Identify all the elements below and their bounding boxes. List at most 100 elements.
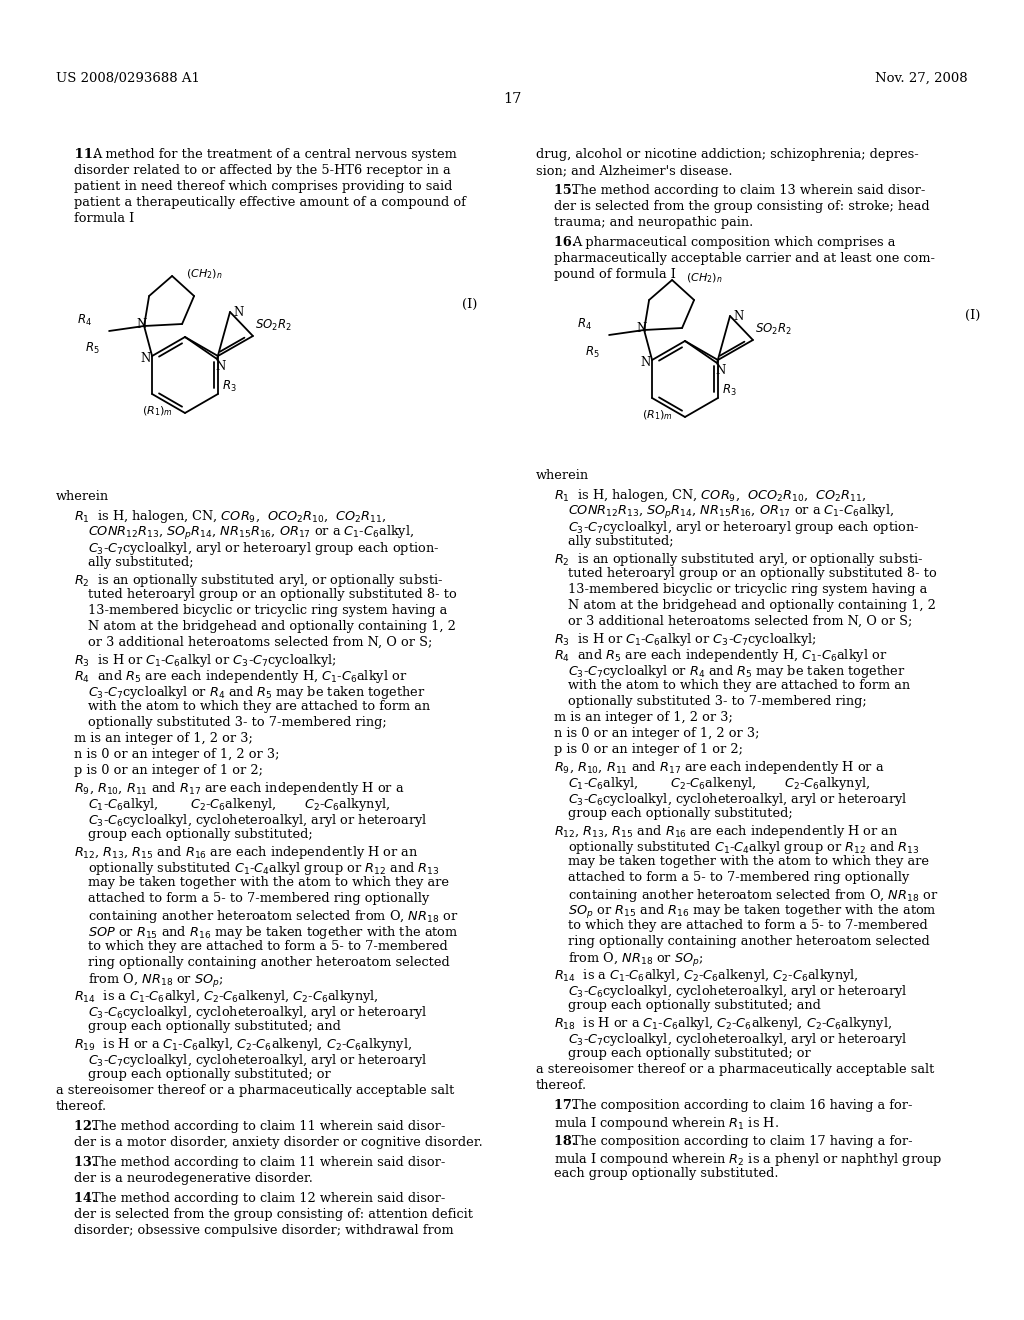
Text: 15.: 15. [536,183,577,197]
Text: der is selected from the group consisting of: attention deficit: der is selected from the group consistin… [74,1208,473,1221]
Text: attached to form a 5- to 7-membered ring optionally: attached to form a 5- to 7-membered ring… [568,871,909,884]
Text: $R_3$  is H or $C_1$-$C_6$alkyl or $C_3$-$C_7$cycloalkyl;: $R_3$ is H or $C_1$-$C_6$alkyl or $C_3$-… [554,631,817,648]
Text: $(R_1)_m$: $(R_1)_m$ [642,408,673,421]
Text: der is a neurodegenerative disorder.: der is a neurodegenerative disorder. [74,1172,313,1185]
Text: $R_5$: $R_5$ [85,341,99,356]
Text: ring optionally containing another heteroatom selected: ring optionally containing another heter… [88,956,450,969]
Text: $C_3$-$C_7$cycloalkyl, cycloheteroalkyl, aryl or heteroaryl: $C_3$-$C_7$cycloalkyl, cycloheteroalkyl,… [568,1031,907,1048]
Text: p is 0 or an integer of 1 or 2;: p is 0 or an integer of 1 or 2; [554,743,742,756]
Text: optionally substituted $C_1$-$C_4$alkyl group or $R_{12}$ and $R_{13}$: optionally substituted $C_1$-$C_4$alkyl … [568,840,920,855]
Text: n is 0 or an integer of 1, 2 or 3;: n is 0 or an integer of 1, 2 or 3; [554,727,760,741]
Text: from O, $NR_{18}$ or $SO_p$;: from O, $NR_{18}$ or $SO_p$; [88,972,223,990]
Text: $R_2$  is an optionally substituted aryl, or optionally substi-: $R_2$ is an optionally substituted aryl,… [554,550,924,568]
Text: $R_1$  is H, halogen, CN, $COR_9$,  $OCO_2R_{10}$,  $CO_2R_{11}$,: $R_1$ is H, halogen, CN, $COR_9$, $OCO_2… [74,508,387,525]
Text: The method according to claim 13 wherein said disor-: The method according to claim 13 wherein… [572,183,926,197]
Text: N: N [136,318,146,331]
Text: $C_3$-$C_7$cycloalkyl or $R_4$ and $R_5$ may be taken together: $C_3$-$C_7$cycloalkyl or $R_4$ and $R_5$… [88,684,426,701]
Text: $(R_1)_m$: $(R_1)_m$ [142,404,173,417]
Text: (I): (I) [965,309,980,322]
Text: group each optionally substituted;: group each optionally substituted; [88,828,312,841]
Text: thereof.: thereof. [536,1078,587,1092]
Text: group each optionally substituted; or: group each optionally substituted; or [88,1068,331,1081]
Text: N: N [715,364,725,378]
Text: with the atom to which they are attached to form an: with the atom to which they are attached… [568,678,910,692]
Text: $C_3$-$C_7$cycloalkyl, aryl or heteroaryl group each option-: $C_3$-$C_7$cycloalkyl, aryl or heteroary… [568,519,920,536]
Text: $C_1$-$C_6$alkyl,        $C_2$-$C_6$alkenyl,       $C_2$-$C_6$alkynyl,: $C_1$-$C_6$alkyl, $C_2$-$C_6$alkenyl, $C… [88,796,390,813]
Text: der is a motor disorder, anxiety disorder or cognitive disorder.: der is a motor disorder, anxiety disorde… [74,1137,482,1148]
Text: N: N [140,352,151,366]
Text: n is 0 or an integer of 1, 2 or 3;: n is 0 or an integer of 1, 2 or 3; [74,748,280,762]
Text: $C_3$-$C_6$cycloalkyl, cycloheteroalkyl, aryl or heteroaryl: $C_3$-$C_6$cycloalkyl, cycloheteroalkyl,… [568,791,907,808]
Text: $C_3$-$C_6$cycloalkyl, cycloheteroalkyl, aryl or heteroaryl: $C_3$-$C_6$cycloalkyl, cycloheteroalkyl,… [568,983,907,1001]
Text: disorder; obsessive compulsive disorder; withdrawal from: disorder; obsessive compulsive disorder;… [74,1224,454,1237]
Text: 12.: 12. [56,1119,96,1133]
Text: mula I compound wherein $R_2$ is a phenyl or naphthyl group: mula I compound wherein $R_2$ is a pheny… [554,1151,942,1168]
Text: may be taken together with the atom to which they are: may be taken together with the atom to w… [568,855,929,869]
Text: group each optionally substituted; or: group each optionally substituted; or [568,1047,811,1060]
Text: with the atom to which they are attached to form an: with the atom to which they are attached… [88,700,430,713]
Text: N: N [233,306,244,319]
Text: or 3 additional heteroatoms selected from N, O or S;: or 3 additional heteroatoms selected fro… [88,636,432,649]
Text: $R_3$  is H or $C_1$-$C_6$alkyl or $C_3$-$C_7$cycloalkyl;: $R_3$ is H or $C_1$-$C_6$alkyl or $C_3$-… [74,652,337,669]
Text: US 2008/0293688 A1: US 2008/0293688 A1 [56,73,200,84]
Text: tuted heteroaryl group or an optionally substituted 8- to: tuted heteroaryl group or an optionally … [568,568,937,579]
Text: 17: 17 [503,92,521,106]
Text: $R_3$: $R_3$ [722,383,736,399]
Text: sion; and Alzheimer's disease.: sion; and Alzheimer's disease. [536,164,732,177]
Text: patient in need thereof which comprises providing to said: patient in need thereof which comprises … [74,180,453,193]
Text: 11.: 11. [56,148,97,161]
Text: tuted heteroaryl group or an optionally substituted 8- to: tuted heteroaryl group or an optionally … [88,587,457,601]
Text: group each optionally substituted;: group each optionally substituted; [568,807,793,820]
Text: 14.: 14. [56,1192,96,1205]
Text: $R_5$: $R_5$ [585,345,600,360]
Text: to which they are attached to form a 5- to 7-membered: to which they are attached to form a 5- … [568,919,928,932]
Text: $R_1$  is H, halogen, CN, $COR_9$,  $OCO_2R_{10}$,  $CO_2R_{11}$,: $R_1$ is H, halogen, CN, $COR_9$, $OCO_2… [554,487,866,504]
Text: attached to form a 5- to 7-membered ring optionally: attached to form a 5- to 7-membered ring… [88,892,429,906]
Text: A pharmaceutical composition which comprises a: A pharmaceutical composition which compr… [572,236,895,249]
Text: $R_9$, $R_{10}$, $R_{11}$ and $R_{17}$ are each independently H or a: $R_9$, $R_{10}$, $R_{11}$ and $R_{17}$ a… [554,759,885,776]
Text: ally substituted;: ally substituted; [88,556,194,569]
Text: a stereoisomer thereof or a pharmaceutically acceptable salt: a stereoisomer thereof or a pharmaceutic… [56,1084,455,1097]
Text: N atom at the bridgehead and optionally containing 1, 2: N atom at the bridgehead and optionally … [568,599,936,612]
Text: A method for the treatment of a central nervous system: A method for the treatment of a central … [92,148,457,161]
Text: group each optionally substituted; and: group each optionally substituted; and [88,1020,341,1034]
Text: $R_4$: $R_4$ [578,317,592,333]
Text: optionally substituted $C_1$-$C_4$alkyl group or $R_{12}$ and $R_{13}$: optionally substituted $C_1$-$C_4$alkyl … [88,861,439,876]
Text: The composition according to claim 16 having a for-: The composition according to claim 16 ha… [572,1100,912,1111]
Text: m is an integer of 1, 2 or 3;: m is an integer of 1, 2 or 3; [554,711,733,723]
Text: 13.: 13. [56,1156,96,1170]
Text: The method according to claim 11 wherein said disor-: The method according to claim 11 wherein… [92,1119,445,1133]
Text: p is 0 or an integer of 1 or 2;: p is 0 or an integer of 1 or 2; [74,764,263,777]
Text: ring optionally containing another heteroatom selected: ring optionally containing another heter… [568,935,930,948]
Text: 13-membered bicyclic or tricyclic ring system having a: 13-membered bicyclic or tricyclic ring s… [568,583,928,597]
Text: or 3 additional heteroatoms selected from N, O or S;: or 3 additional heteroatoms selected fro… [568,615,912,628]
Text: wherein: wherein [536,469,589,482]
Text: $R_{14}$  is a $C_1$-$C_6$alkyl, $C_2$-$C_6$alkenyl, $C_2$-$C_6$alkynyl,: $R_{14}$ is a $C_1$-$C_6$alkyl, $C_2$-$C… [74,987,379,1005]
Text: 18.: 18. [536,1135,577,1148]
Text: $R_{12}$, $R_{13}$, $R_{15}$ and $R_{16}$ are each independently H or an: $R_{12}$, $R_{13}$, $R_{15}$ and $R_{16}… [74,843,419,861]
Text: $R_{14}$  is a $C_1$-$C_6$alkyl, $C_2$-$C_6$alkenyl, $C_2$-$C_6$alkynyl,: $R_{14}$ is a $C_1$-$C_6$alkyl, $C_2$-$C… [554,968,859,983]
Text: thereof.: thereof. [56,1100,108,1113]
Text: formula I: formula I [74,213,134,224]
Text: drug, alcohol or nicotine addiction; schizophrenia; depres-: drug, alcohol or nicotine addiction; sch… [536,148,919,161]
Text: 17.: 17. [536,1100,577,1111]
Text: $C_3$-$C_6$cycloalkyl, cycloheteroalkyl, aryl or heteroaryl: $C_3$-$C_6$cycloalkyl, cycloheteroalkyl,… [88,1005,427,1020]
Text: $C_3$-$C_7$cycloalkyl, cycloheteroalkyl, aryl or heteroaryl: $C_3$-$C_7$cycloalkyl, cycloheteroalkyl,… [88,1052,427,1069]
Text: $R_3$: $R_3$ [222,379,237,395]
Text: (I): (I) [462,298,477,312]
Text: $C_3$-$C_6$cycloalkyl, cycloheteroalkyl, aryl or heteroaryl: $C_3$-$C_6$cycloalkyl, cycloheteroalkyl,… [88,812,427,829]
Text: $CONR_{12}R_{13}$, $SO_pR_{14}$, $NR_{15}R_{16}$, $OR_{17}$ or a $C_1$-$C_6$alky: $CONR_{12}R_{13}$, $SO_pR_{14}$, $NR_{15… [568,503,894,521]
Text: der is selected from the group consisting of: stroke; head: der is selected from the group consistin… [554,201,930,213]
Text: ally substituted;: ally substituted; [568,535,674,548]
Text: containing another heteroatom selected from O, $NR_{18}$ or: containing another heteroatom selected f… [568,887,938,904]
Text: $C_1$-$C_6$alkyl,        $C_2$-$C_6$alkenyl,       $C_2$-$C_6$alkynyl,: $C_1$-$C_6$alkyl, $C_2$-$C_6$alkenyl, $C… [568,775,870,792]
Text: from O, $NR_{18}$ or $SO_p$;: from O, $NR_{18}$ or $SO_p$; [568,950,703,969]
Text: N: N [640,356,650,370]
Text: pound of formula I: pound of formula I [554,268,676,281]
Text: 13-membered bicyclic or tricyclic ring system having a: 13-membered bicyclic or tricyclic ring s… [88,605,447,616]
Text: The method according to claim 12 wherein said disor-: The method according to claim 12 wherein… [92,1192,445,1205]
Text: $R_{12}$, $R_{13}$, $R_{15}$ and $R_{16}$ are each independently H or an: $R_{12}$, $R_{13}$, $R_{15}$ and $R_{16}… [554,822,898,840]
Text: N atom at the bridgehead and optionally containing 1, 2: N atom at the bridgehead and optionally … [88,620,456,634]
Text: N: N [733,310,743,323]
Text: trauma; and neuropathic pain.: trauma; and neuropathic pain. [554,216,754,228]
